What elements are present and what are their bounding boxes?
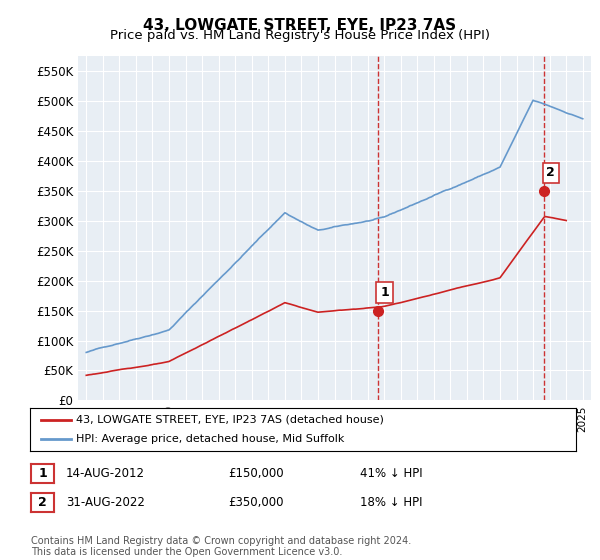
Text: £350,000: £350,000: [228, 496, 284, 509]
Text: 2: 2: [547, 166, 555, 179]
Text: 14-AUG-2012: 14-AUG-2012: [66, 466, 145, 480]
Text: £150,000: £150,000: [228, 466, 284, 480]
Text: 2: 2: [38, 496, 47, 509]
Text: 31-AUG-2022: 31-AUG-2022: [66, 496, 145, 509]
Text: Price paid vs. HM Land Registry's House Price Index (HPI): Price paid vs. HM Land Registry's House …: [110, 29, 490, 42]
Text: 43, LOWGATE STREET, EYE, IP23 7AS: 43, LOWGATE STREET, EYE, IP23 7AS: [143, 18, 457, 33]
Text: 43, LOWGATE STREET, EYE, IP23 7AS (detached house): 43, LOWGATE STREET, EYE, IP23 7AS (detac…: [76, 415, 384, 424]
Text: 18% ↓ HPI: 18% ↓ HPI: [360, 496, 422, 509]
Text: Contains HM Land Registry data © Crown copyright and database right 2024.
This d: Contains HM Land Registry data © Crown c…: [31, 535, 412, 557]
Text: 1: 1: [38, 466, 47, 480]
Text: 1: 1: [380, 286, 389, 299]
Text: HPI: Average price, detached house, Mid Suffolk: HPI: Average price, detached house, Mid …: [76, 435, 345, 444]
Text: 41% ↓ HPI: 41% ↓ HPI: [360, 466, 422, 480]
